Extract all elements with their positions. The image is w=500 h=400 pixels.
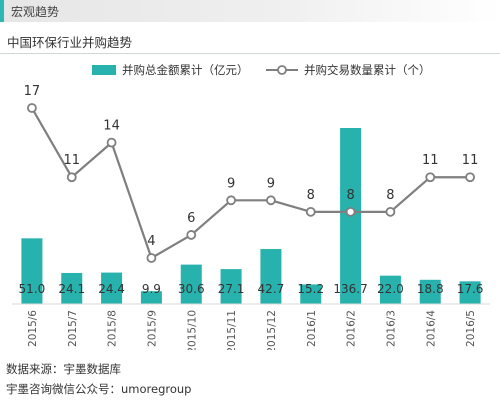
x-tick-label: 2015/11 [226,310,238,350]
bar-value-label: 27.1 [218,282,245,296]
bar-value-label: 24.1 [58,282,85,296]
line-value-labels: 17 11 14 4 6 9 9 8 8 8 11 11 [24,84,479,249]
chart-legend: 并购总金额累计（亿元） 并购交易数量累计（个） [92,63,431,77]
x-tick-label: 2015/6 [27,310,39,347]
x-tick-labels: 2015/6 2015/7 2015/8 2015/9 2015/10 2015/11 20… [27,310,477,354]
legend-label-bar: 并购总金额累计（亿元） [122,63,249,77]
x-tick-label: 2016/4 [425,310,437,347]
line-point [385,206,396,217]
bar-value-labels: 51.0 24.1 24.4 9.9 30.6 27.1 42.7 15.2 136.7 22.0… [19,282,484,296]
line-value-label: 11 [462,153,479,168]
bar [220,269,242,304]
bar-value-label: 42.7 [258,282,285,296]
line-value-label: 4 [147,234,155,249]
bar-value-label: 24.4 [98,282,125,296]
x-tick-label: 2015/9 [146,310,158,347]
line-value-label: 8 [346,188,354,203]
line-point [106,137,117,148]
line-point [186,230,197,240]
line-point [226,195,236,206]
bar [21,238,43,304]
x-tick-label: 2016/1 [306,310,318,347]
line-point [66,172,77,183]
line-series [27,103,475,263]
bar-value-label: 136.7 [333,282,367,296]
line-value-label: 6 [187,211,195,226]
bar-series [21,128,481,304]
x-tick-label: 2015/10 [186,310,198,350]
line-point [465,172,475,183]
x-tick-label: 2015/8 [107,310,119,347]
bar-value-label: 15.2 [297,282,324,296]
chart-area: 并购总金额累计（亿元） 并购交易数量累计（个） 17 11 14 4 6 9 9 8 8 8 11 11 5… [0,58,500,354]
bar [61,272,83,304]
section-header: 宏观趋势 [0,0,500,22]
bar-value-label: 9.9 [142,282,161,296]
line-point [27,103,37,113]
wechat-account: 宇墨咨询微信公众号：umoregroup [6,382,192,396]
series-line [30,107,471,260]
legend-swatch-bar [92,65,116,75]
bar-value-label: 51.0 [19,282,46,296]
bar-value-label: 30.6 [178,282,205,296]
line-value-label: 8 [307,188,315,203]
bar [260,249,282,304]
line-point [266,195,276,206]
bar-value-label: 17.6 [457,282,484,296]
bar [379,275,401,304]
line-value-label: 14 [103,119,120,134]
data-source: 数据来源：宇墨数据库 [6,362,121,376]
bar [140,291,162,304]
bar-value-label: 18.8 [417,282,444,296]
x-tick-label: 2016/3 [385,310,397,347]
bar [180,264,202,304]
line-point [345,206,356,217]
line-point [146,253,157,263]
combo-chart: 并购总金额累计（亿元） 并购交易数量累计（个） 17 11 14 4 6 9 9 8 8 8 11 11 5… [12,63,490,354]
line-value-label: 11 [422,153,439,168]
bar [419,279,441,304]
title-divider [0,53,500,54]
x-tick-label: 2015/7 [67,310,79,347]
line-value-label: 9 [267,176,275,191]
bar [101,272,123,304]
x-tick-label: 2016/2 [346,310,358,347]
bar [459,281,481,304]
line-point [305,206,316,217]
legend-label-line: 并购交易数量累计（个） [304,63,431,77]
section-title: 宏观趋势 [11,5,60,19]
line-value-label: 17 [24,84,41,99]
bar-value-label: 22.0 [377,282,404,296]
header-accent-bar [0,0,4,22]
line-value-label: 8 [386,188,394,203]
line-value-label: 11 [63,153,80,168]
x-tick-label: 2015/12 [266,310,278,350]
bar [300,284,322,304]
line-point [425,172,436,183]
chart-title: 中国环保行业并购趋势 [7,35,133,50]
x-tick-label: 2016/5 [465,310,477,347]
legend-marker [277,65,287,75]
line-value-label: 9 [227,176,235,191]
